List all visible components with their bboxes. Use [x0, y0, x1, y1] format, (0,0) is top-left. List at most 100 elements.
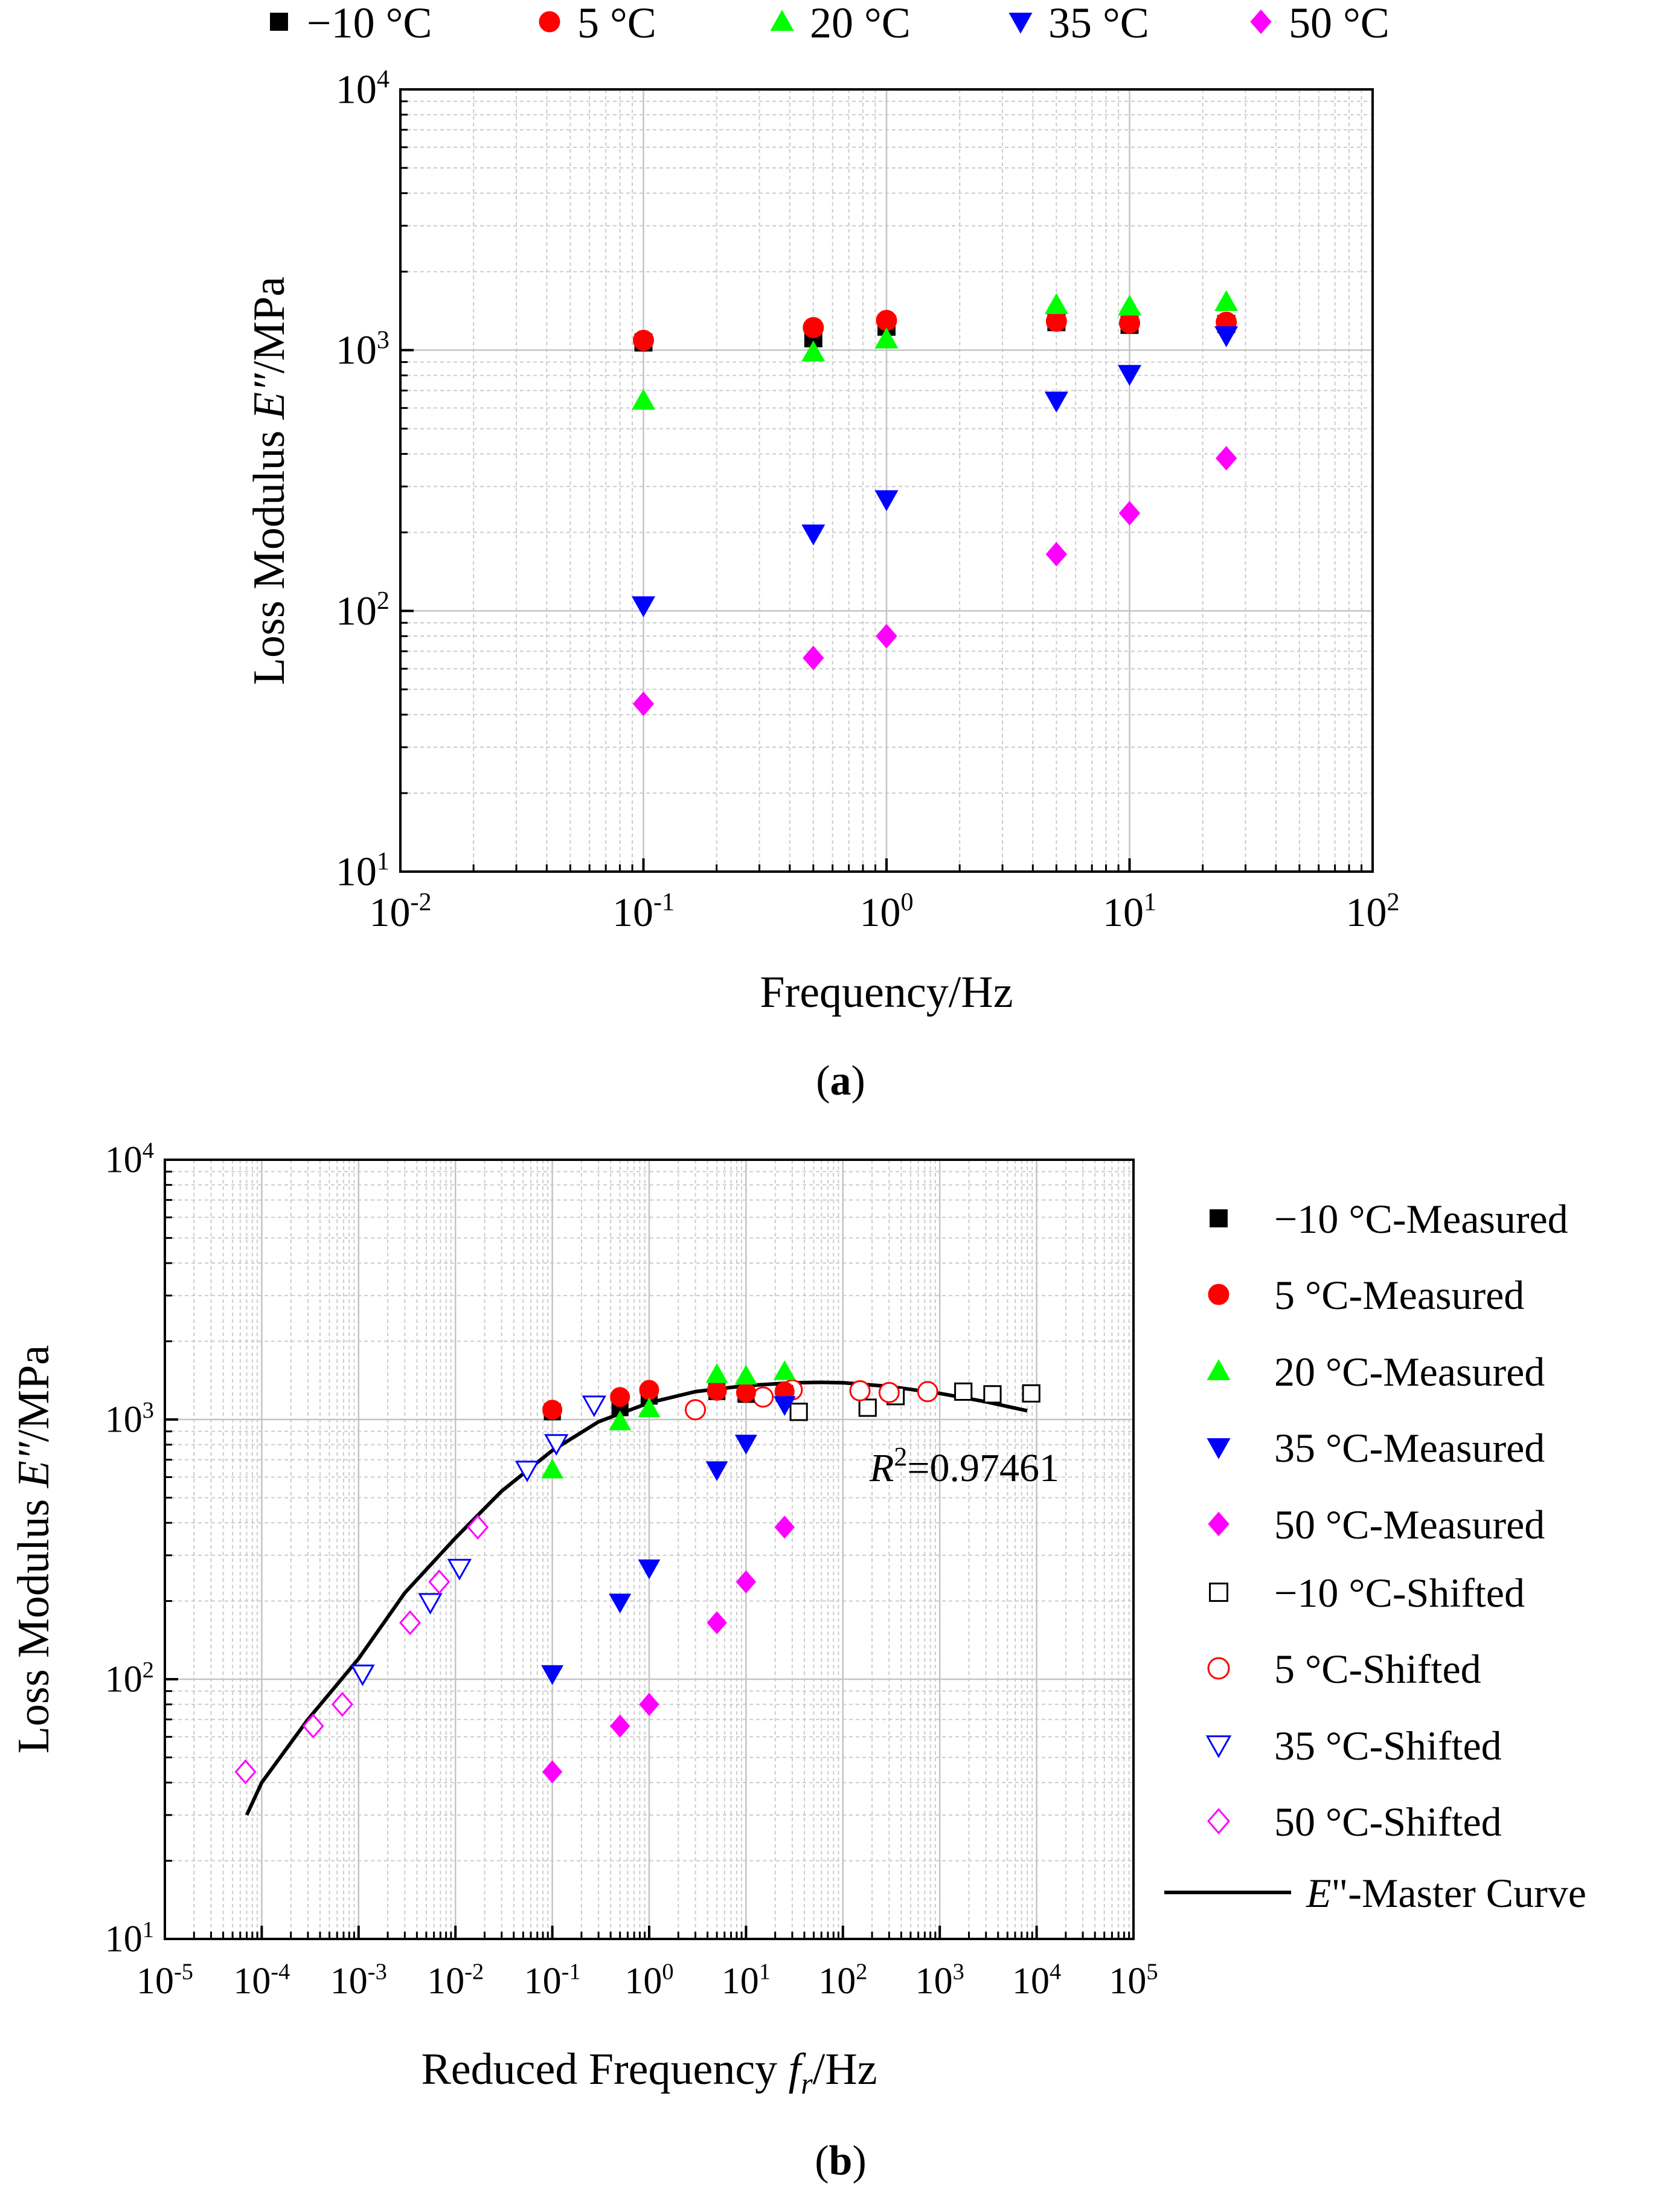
panel-b-point-35-c-shifted	[515, 1461, 540, 1482]
panel-a-series-35-c	[631, 326, 1239, 617]
panel-b-r2-sup: 2	[894, 1442, 907, 1471]
panel-b-point-50-c-shifted	[428, 1569, 450, 1595]
panel-b-r2-var: R	[869, 1446, 894, 1490]
panel-a-x-tick-exponent: 1	[1144, 888, 1156, 916]
panel-b-y-axis-label-prefix: Loss Modulus	[9, 1488, 59, 1754]
panel-b-y-tick-label: 103	[105, 1398, 154, 1441]
panel-a-x-tick-label: 10-1	[612, 888, 675, 935]
panel-a-point-20-c	[1044, 293, 1068, 314]
panel-b-x-axis-label: Reduced Frequency fr/Hz	[421, 2045, 877, 2100]
panel-b-y-axis-label: Loss Modulus E″/MPa	[9, 1345, 59, 1754]
panel-b-x-tick-base: 10	[1109, 1961, 1146, 2002]
panel-b-point-20-c-measured	[734, 1365, 757, 1385]
panel-a-legend-marker	[770, 10, 794, 31]
panel-a-legend-label: −10 °C	[307, 0, 432, 47]
panel-b-legend-label: 35 °C-Measured	[1274, 1425, 1545, 1471]
panel-b-x-axis-label-prefix: Reduced Frequency	[421, 2045, 788, 2094]
panel-b-point-20-c-measured	[541, 1458, 564, 1479]
panel-b-x-tick-base: 10	[915, 1961, 953, 2002]
panel-b-x-tick-base: 10	[818, 1961, 856, 2002]
panel-b-series-35-c-shifted	[350, 1395, 606, 1686]
panel-b-series-50-c-shifted	[234, 1514, 489, 1785]
panel-b-legend-label: 5 °C-Shifted	[1274, 1646, 1481, 1692]
panel-a-point-20-c	[874, 327, 899, 349]
panel-b-y-tick-base: 10	[105, 1659, 143, 1700]
panel-b-x-tick-label: 10-1	[524, 1959, 581, 2002]
panel-b-point-minus10-c-shifted	[1022, 1384, 1040, 1403]
panel-a-legend-item: 5 °C	[539, 0, 656, 47]
panel-a-point-35-c	[874, 490, 899, 512]
panel-a-y-tick-label: 104	[336, 65, 390, 112]
panel-b-y-tick-label: 104	[105, 1138, 154, 1181]
panel-b-legend-label: −10 °C-Measured	[1274, 1196, 1568, 1242]
panel-a-point-35-c	[801, 524, 826, 545]
panel-b-y-tick-exponent: 4	[143, 1138, 154, 1163]
panel-b-x-tick-label: 10-3	[330, 1959, 387, 2002]
panel-a-caption-letter: a	[830, 1058, 851, 1104]
panel-b-ticks	[164, 1159, 1135, 1940]
panel-b-x-tick-exponent: -2	[464, 1959, 484, 1984]
panel-b-x-tick-exponent: -3	[368, 1959, 387, 1984]
panel-b-legend-label: 5 °C-Measured	[1274, 1272, 1524, 1318]
panel-b-x-tick-exponent: -4	[271, 1959, 290, 1984]
panel-b-point-50-c-measured	[774, 1516, 795, 1539]
panel-b-x-tick-label: 105	[1109, 1959, 1158, 2002]
panel-b-point-5-c-shifted	[917, 1381, 938, 1403]
panel-a-point-5-c	[633, 330, 654, 352]
panel-b-y-axis-label-var: E″	[9, 1441, 59, 1488]
panel-b-point-5-c-measured	[542, 1400, 563, 1420]
panel-b-y-tick-label: 101	[105, 1917, 154, 1960]
panel-b-caption: (b)	[815, 2138, 867, 2184]
panel-b-caption-letter: b	[829, 2138, 853, 2184]
panel-b-point-50-c-shifted	[467, 1514, 489, 1540]
panel-a-point-50-c	[876, 623, 897, 649]
panel-b-legend-item: −10 °C-Measured	[1210, 1196, 1568, 1242]
panel-b-x-tick-exponent: -5	[174, 1959, 193, 1984]
panel-a-x-tick-base: 10	[1103, 889, 1144, 935]
panel-a-legend: −10 °C 5 °C 20 °C 35 °C 50 °C	[270, 0, 1390, 47]
panel-b-legend-marker	[1208, 1511, 1230, 1537]
panel-a-y-tick-base: 10	[336, 588, 377, 634]
panel-a-point-5-c	[803, 317, 824, 338]
panel-a-y-tick-exponent: 1	[377, 847, 390, 876]
panel-b-legend-marker	[1207, 1359, 1231, 1380]
panel-a-y-axis-label-var: E″	[245, 373, 294, 420]
panel-b-y-tick-base: 10	[105, 1918, 143, 1959]
panel-b-legend-marker	[1207, 1438, 1231, 1459]
panel-b-legend-label: 50 °C-Measured	[1274, 1502, 1545, 1548]
panel-b-point-5-c-measured	[707, 1380, 727, 1401]
panel-b-legend-item: E"-Master Curve	[1164, 1870, 1586, 1916]
panel-b-point-50-c-shifted	[302, 1713, 324, 1739]
panel-b-x-tick-exponent: 1	[759, 1959, 771, 1984]
panel-a-y-tick-label: 101	[336, 847, 390, 895]
panel-a-legend-item: 20 °C	[770, 0, 911, 47]
panel-b-legend-marker	[1210, 1209, 1228, 1227]
panel-a-legend-marker	[1250, 9, 1272, 34]
panel-b-x-tick-base: 10	[1012, 1961, 1050, 2002]
panel-b-x-tick-label: 10-2	[427, 1959, 484, 2002]
panel-b-point-20-c-measured	[773, 1360, 796, 1380]
panel-b-legend-label: 20 °C-Measured	[1274, 1349, 1545, 1395]
panel-b-point-35-c-measured	[705, 1461, 728, 1481]
panel-b-legend-item: 20 °C-Measured	[1207, 1349, 1545, 1395]
panel-b-point-50-c-measured	[610, 1714, 630, 1738]
panel-a-x-tick-base: 10	[1345, 889, 1387, 935]
panel-b-data-marks	[234, 1360, 1040, 1785]
panel-b-point-50-c-measured	[639, 1693, 659, 1716]
panel-b-legend-label: −10 °C-Shifted	[1274, 1570, 1525, 1616]
panel-b-legend-marker	[1207, 1808, 1230, 1834]
panel-b-point-minus10-c-shifted	[954, 1382, 973, 1401]
panel-a-series-minus10-c	[634, 313, 1236, 352]
panel-b-x-axis-label-sub: r	[801, 2066, 813, 2100]
panel-b-point-35-c-shifted	[350, 1664, 375, 1686]
panel-b-legend-item: 50 °C-Measured	[1208, 1502, 1545, 1548]
panel-b-point-5-c-measured	[736, 1382, 756, 1403]
panel-a-legend-marker	[1008, 13, 1033, 34]
panel-b-point-35-c-shifted	[544, 1434, 569, 1456]
panel-b-r2-annotation: R2=0.97461	[869, 1442, 1059, 1490]
panel-b-point-35-c-measured	[609, 1593, 632, 1614]
panel-a-point-20-c	[631, 388, 656, 410]
panel-b-y-tick-exponent: 1	[143, 1917, 154, 1943]
panel-a-caption: (a)	[816, 1058, 865, 1104]
